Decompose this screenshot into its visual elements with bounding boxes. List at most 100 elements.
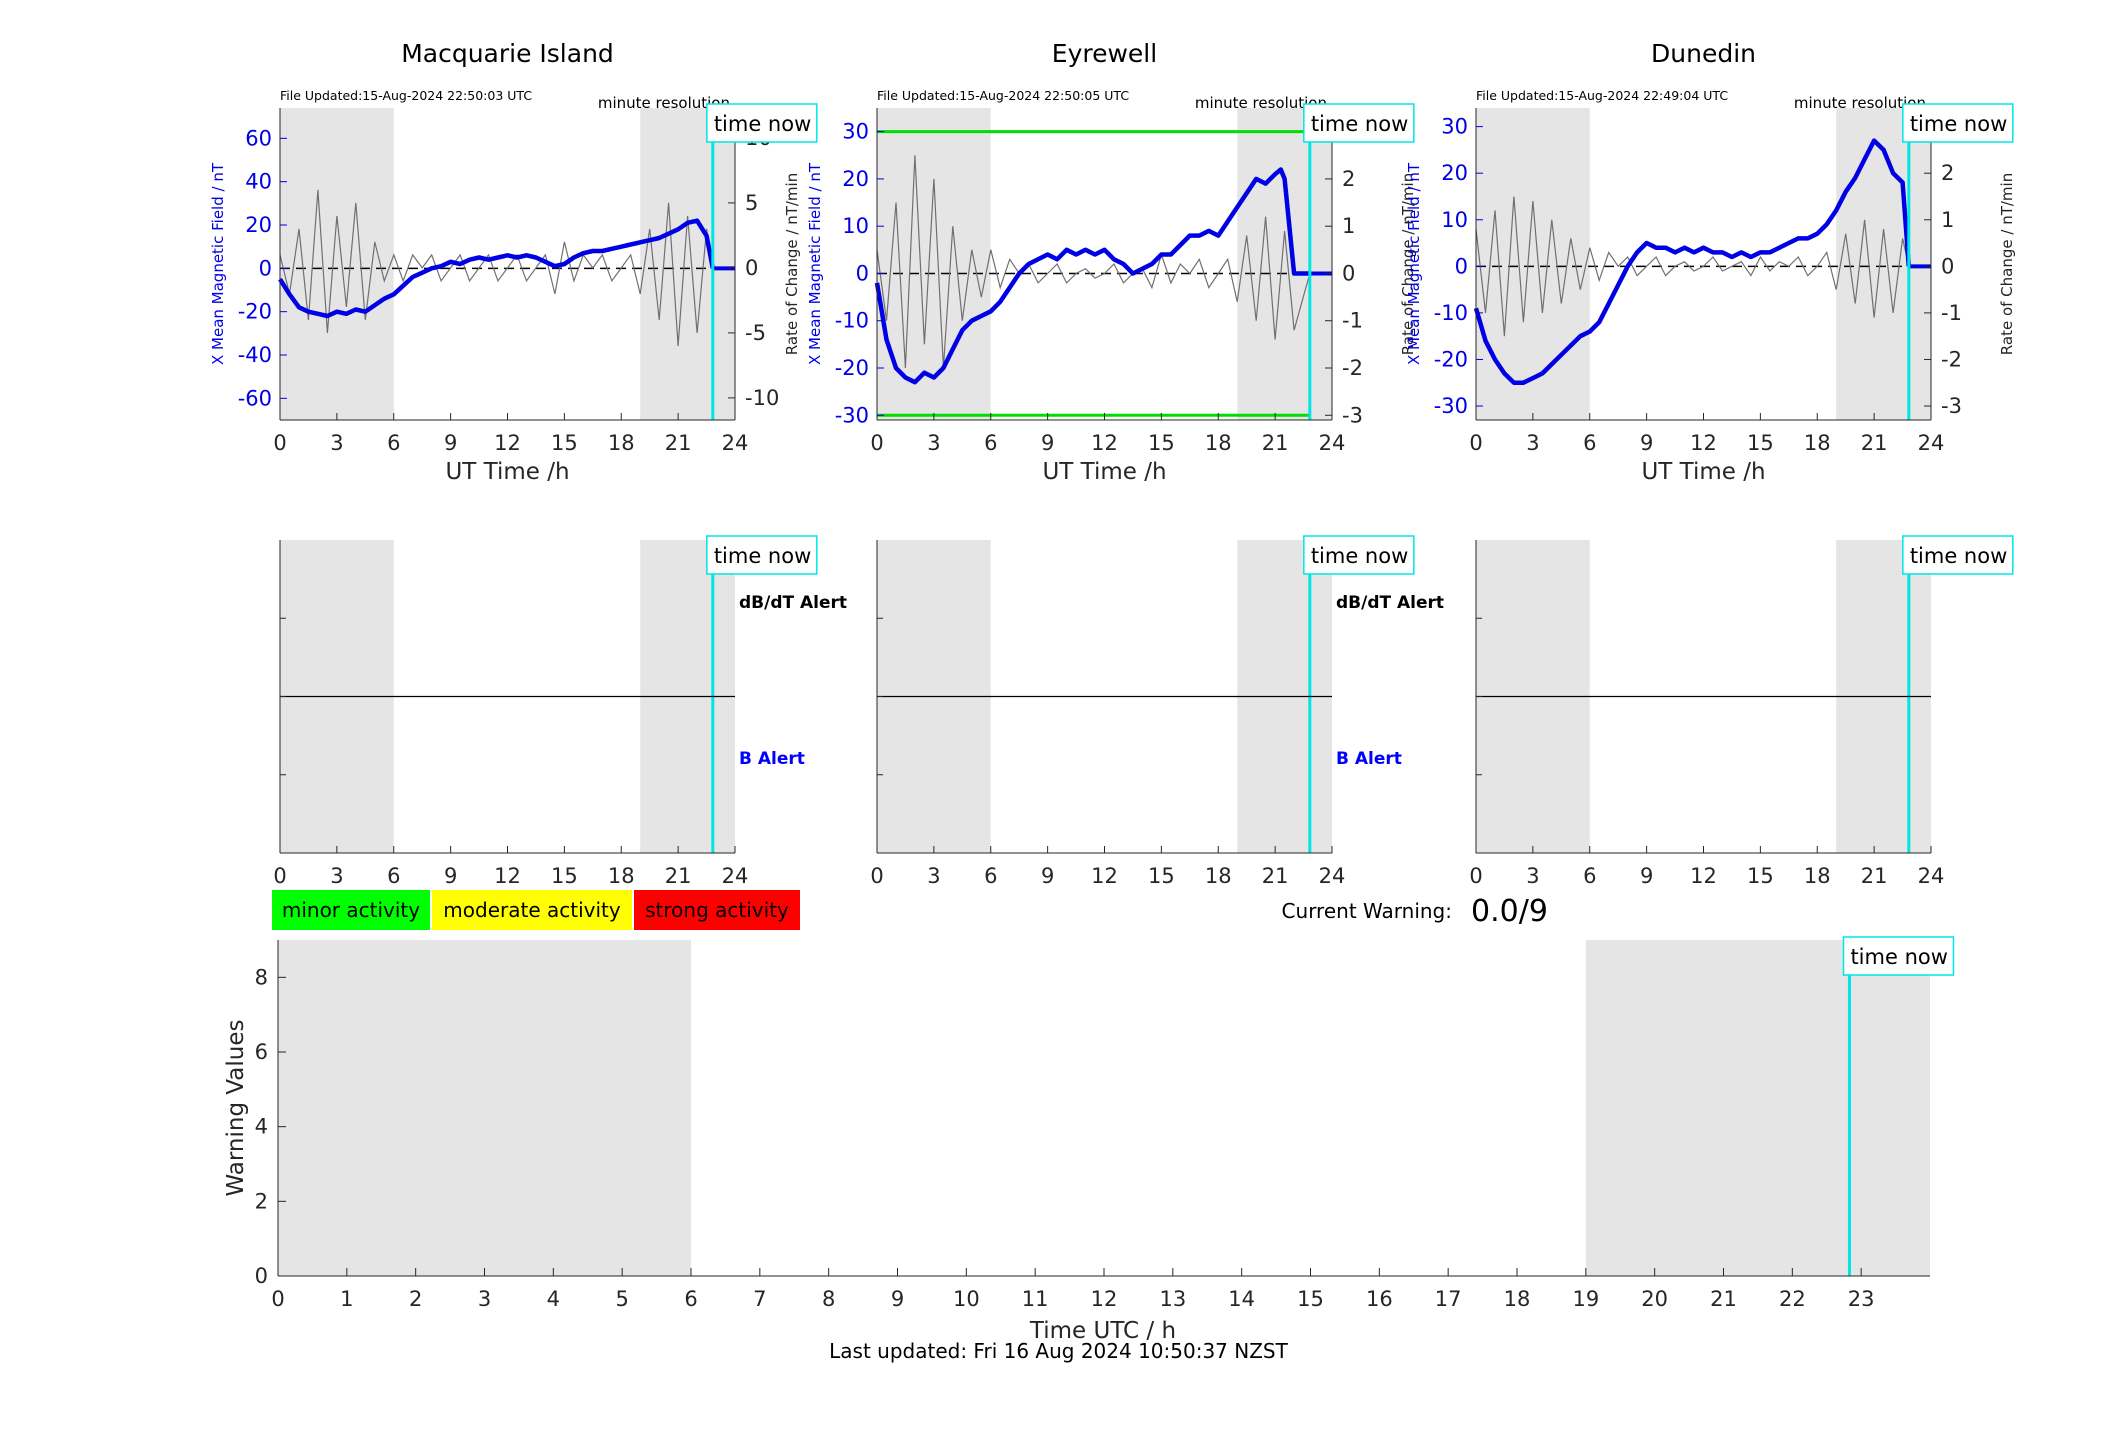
night-shade-region [280,108,394,420]
warning-x-tick-label: 15 [1297,1287,1324,1311]
warning-x-tick-label: 5 [615,1287,628,1311]
x-tick-label: 21 [1262,864,1289,888]
x-tick-label: 0 [273,864,286,888]
y-tick-label-right: 0 [1941,254,1954,278]
file-updated-text: File Updated:15-Aug-2024 22:50:05 UTC [877,88,1129,103]
x-tick-label: 15 [1747,864,1774,888]
x-tick-label: 3 [330,864,343,888]
y-tick-label-left: -20 [835,356,869,380]
time-now-box [1303,103,1415,143]
warning-x-tick-label: 17 [1435,1287,1462,1311]
y-tick-label-right: -5 [745,321,766,345]
x-tick-label: 6 [1583,864,1596,888]
x-tick-label: 24 [1319,431,1346,455]
y-tick-label-right: 0 [745,256,758,280]
x-tick-label: 3 [1526,431,1539,455]
x-tick-label: 12 [1091,864,1118,888]
night-shade-region [1836,108,1931,420]
x-tick-label: 12 [1690,431,1717,455]
y-tick-label-right: 0 [1342,261,1355,285]
x-tick-label: 18 [1205,864,1232,888]
warning-x-tick-label: 12 [1091,1287,1118,1311]
y-tick-label-right: -10 [745,386,779,410]
warning-x-tick-label: 18 [1504,1287,1531,1311]
warning-x-tick-label: 16 [1366,1287,1393,1311]
magnetic-field-series [1473,138,1912,385]
x-tick-label: 18 [608,431,635,455]
warning-y-tick-label: 0 [255,1264,268,1288]
rate-of-change-series [279,189,714,346]
file-updated-text: File Updated:15-Aug-2024 22:50:03 UTC [280,88,532,103]
x-tick-label: 12 [494,864,521,888]
legend-label: strong activity [645,898,789,922]
y-tick-label-left: 40 [245,170,272,194]
rate-of-change-series [876,155,1311,369]
x-tick-label: 3 [1526,864,1539,888]
time-now-box [706,535,818,575]
b-alert-label: B Alert [739,749,805,769]
time-now-label: time now [714,544,811,568]
time-now-box [706,103,818,143]
y-tick-label-left: 0 [1455,254,1468,278]
warning-x-tick-label: 10 [953,1287,980,1311]
x-tick-label: 21 [1861,431,1888,455]
legend-label: minor activity [282,898,420,922]
warning-y-tick-label: 2 [255,1189,268,1213]
x-tick-label: 24 [722,431,749,455]
warning-y-axis-label: Warning Values [223,1019,249,1196]
y-tick-label-right: -1 [1342,309,1363,333]
x-tick-label: 18 [1804,431,1831,455]
x-tick-label: 24 [1918,864,1945,888]
time-now-box [1902,535,2014,575]
resolution-text: minute resolution [1794,94,1926,112]
legend-swatch [634,890,800,930]
y-tick-label-right: -3 [1941,394,1962,418]
warning-x-tick-label: 7 [753,1287,766,1311]
x-tick-label: 9 [1640,864,1653,888]
rate-of-change-series [1475,196,1910,337]
x-tick-label: 0 [1469,864,1482,888]
x-tick-label: 6 [984,431,997,455]
time-now-box [1842,936,1955,976]
magnetic-field-series [278,218,716,319]
y-tick-label-left: -10 [1434,301,1468,325]
y-tick-label-right: -2 [1342,356,1363,380]
warning-x-tick-label: 13 [1159,1287,1186,1311]
text-layer: 03691215182124-60-40-200204060-10-50510M… [209,39,2016,1344]
time-now-label: time now [1311,544,1408,568]
x-tick-label: 18 [1205,431,1232,455]
y-tick-label-right: 1 [1941,208,1954,232]
time-now-label: time now [1910,112,2007,136]
warning-x-tick-label: 23 [1848,1287,1875,1311]
x-tick-label: 9 [444,864,457,888]
legend-swatch [432,890,632,930]
x-axis-label: UT Time /h [1042,459,1166,485]
warning-x-tick-label: 2 [409,1287,422,1311]
station-title: Eyrewell [1052,39,1157,68]
y-axis-label-left: X Mean Magnetic Field / nT [1405,162,1423,365]
x-tick-label: 21 [1861,864,1888,888]
warning-x-tick-label: 8 [822,1287,835,1311]
time-now-label: time now [1850,945,1947,969]
y-tick-label-left: 60 [245,126,272,150]
y-tick-label-left: -40 [238,343,272,367]
night-shade-region [1476,108,1590,420]
y-axis-label-right: Rate of Change / nT/min [1998,173,2016,355]
time-now-label: time now [1311,112,1408,136]
x-tick-label: 3 [330,431,343,455]
warning-y-tick-label: 8 [255,965,268,989]
night-shade-region [640,108,735,420]
x-tick-label: 15 [551,431,578,455]
x-tick-label: 9 [1041,431,1054,455]
y-tick-label-left: -60 [238,386,272,410]
x-tick-label: 15 [551,864,578,888]
y-tick-label-left: 0 [856,261,869,285]
x-tick-label: 21 [1262,431,1289,455]
axes-layer [277,108,1932,1277]
y-axis-label-left: X Mean Magnetic Field / nT [806,162,824,365]
y-tick-label-left: 20 [842,167,869,191]
y-tick-label-right: -2 [1941,347,1962,371]
time-now-box [1902,103,2014,143]
x-tick-label: 3 [927,431,940,455]
